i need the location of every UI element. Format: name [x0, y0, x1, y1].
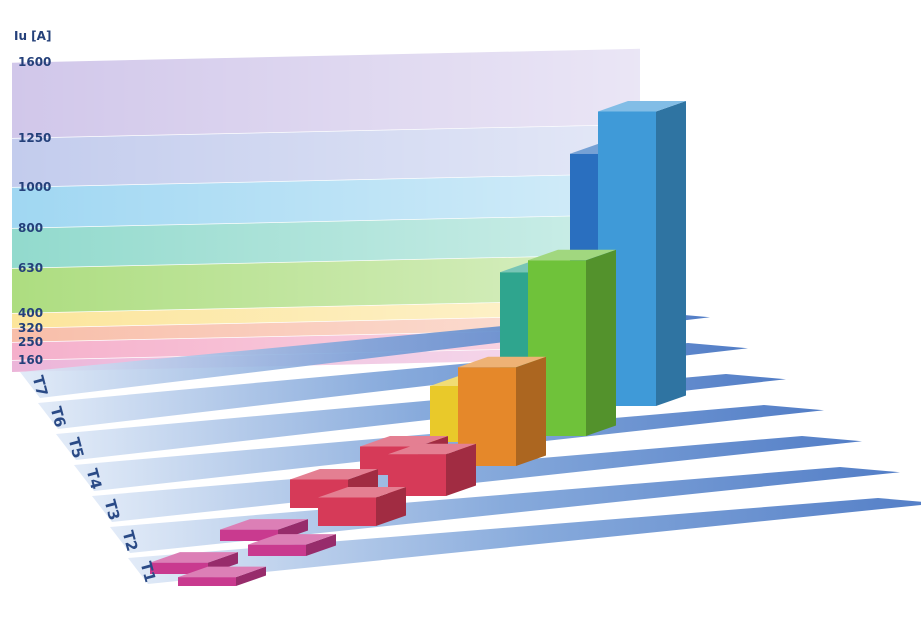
- bar-side: [516, 356, 546, 466]
- bar-t6-b: [528, 249, 616, 436]
- bar-front: [248, 544, 306, 556]
- row-label-t4: T4: [83, 467, 106, 492]
- bar-top: [248, 534, 336, 545]
- bar-t2-b: [248, 534, 336, 556]
- bar-top: [388, 443, 476, 455]
- row-label-t5: T5: [65, 436, 88, 461]
- bar-t1-b: [178, 566, 266, 586]
- band-highlight: [12, 299, 640, 328]
- band-highlight: [12, 254, 640, 313]
- bar-top: [318, 487, 406, 498]
- bar-side: [656, 101, 686, 406]
- floor-lane: [110, 467, 900, 553]
- band-highlight: [12, 314, 640, 342]
- y-tick-label: 630: [18, 261, 43, 275]
- bar-front: [220, 529, 278, 541]
- bar-top: [290, 469, 378, 480]
- value-band: [11, 213, 641, 268]
- bar-top: [150, 552, 238, 563]
- bar-t3-b: [318, 487, 406, 526]
- floor-lane: [92, 436, 862, 522]
- bar-side: [376, 487, 406, 526]
- band-highlight: [12, 173, 640, 228]
- row-labels: T7 T6 T5 T4 T3 T2 T1: [29, 374, 160, 585]
- band-highlight: [12, 48, 640, 138]
- y-axis-label: Iu [A]: [14, 29, 51, 43]
- row-label-t3: T3: [101, 498, 124, 523]
- row-label-t2: T2: [119, 529, 142, 554]
- bar-top: [528, 249, 616, 261]
- value-band: [11, 47, 641, 138]
- y-tick-label: 1600: [18, 55, 51, 69]
- bar-side: [446, 443, 476, 496]
- bar-front: [178, 577, 236, 586]
- y-tick-label: 800: [18, 221, 43, 235]
- band-highlight: [12, 214, 640, 268]
- bar-top: [458, 356, 546, 368]
- bar-front: [318, 497, 376, 526]
- bar-top: [360, 436, 448, 447]
- floor-lane: [128, 498, 921, 584]
- band-divider: [11, 47, 641, 63]
- value-band: [11, 253, 641, 313]
- row-label-t6: T6: [47, 405, 70, 430]
- y-tick-label: 320: [18, 321, 43, 335]
- value-bands: [11, 47, 641, 372]
- row-label-t1: T1: [137, 560, 160, 585]
- bar-top: [220, 519, 308, 530]
- band-highlight: [12, 124, 640, 187]
- bar-side: [306, 534, 336, 556]
- y-tick-label: 250: [18, 335, 43, 349]
- bar-side: [586, 249, 616, 436]
- bar-top: [598, 101, 686, 112]
- floor-lanes: [20, 312, 921, 584]
- y-tick-label: 160: [18, 353, 43, 367]
- bars: [150, 101, 686, 586]
- y-tick-label: 400: [18, 306, 43, 320]
- bar-top: [178, 566, 266, 578]
- y-tick-label: 1000: [18, 180, 51, 194]
- bar-side: [236, 566, 266, 586]
- bar-front: [150, 562, 208, 574]
- row-label-t7: T7: [29, 374, 52, 399]
- y-tick-label: 1250: [18, 131, 51, 145]
